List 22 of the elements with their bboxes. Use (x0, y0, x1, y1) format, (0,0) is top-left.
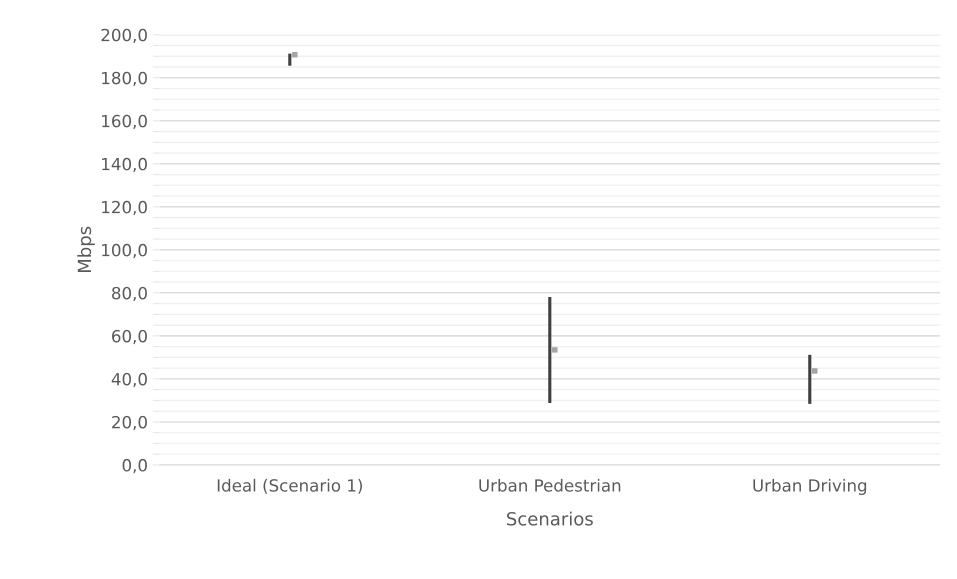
y-axis-title: Mbps (77, 226, 95, 272)
y-tick-label: 60,0 (112, 330, 147, 344)
y-tick-label: 140,0 (102, 158, 147, 172)
y-tick-label: 40,0 (112, 372, 147, 388)
y-tick-label: 200,0 (102, 28, 147, 44)
y-tick-label: 20,0 (112, 416, 147, 430)
point (552, 347, 558, 353)
y-tick-label: 160,0 (102, 114, 147, 130)
x-tick-label: Ideal (Scenario 1) (218, 478, 362, 494)
y-tick-label: 120,0 (102, 200, 147, 216)
y-tick-label: 80,0 (112, 286, 147, 302)
y-tick-label: 0,0 (122, 458, 147, 474)
point (812, 368, 818, 374)
bar (548, 296, 552, 403)
bar (808, 354, 812, 404)
y-tick-label: 180,0 (102, 72, 147, 86)
x-tick-label: Urban Pedestrian (479, 478, 620, 492)
bar (288, 54, 292, 66)
x-tick-label: Urban Driving (753, 478, 866, 495)
point (292, 52, 298, 58)
x-axis-title: Scenarios (507, 512, 593, 526)
y-tick-label: 100,0 (102, 244, 147, 258)
